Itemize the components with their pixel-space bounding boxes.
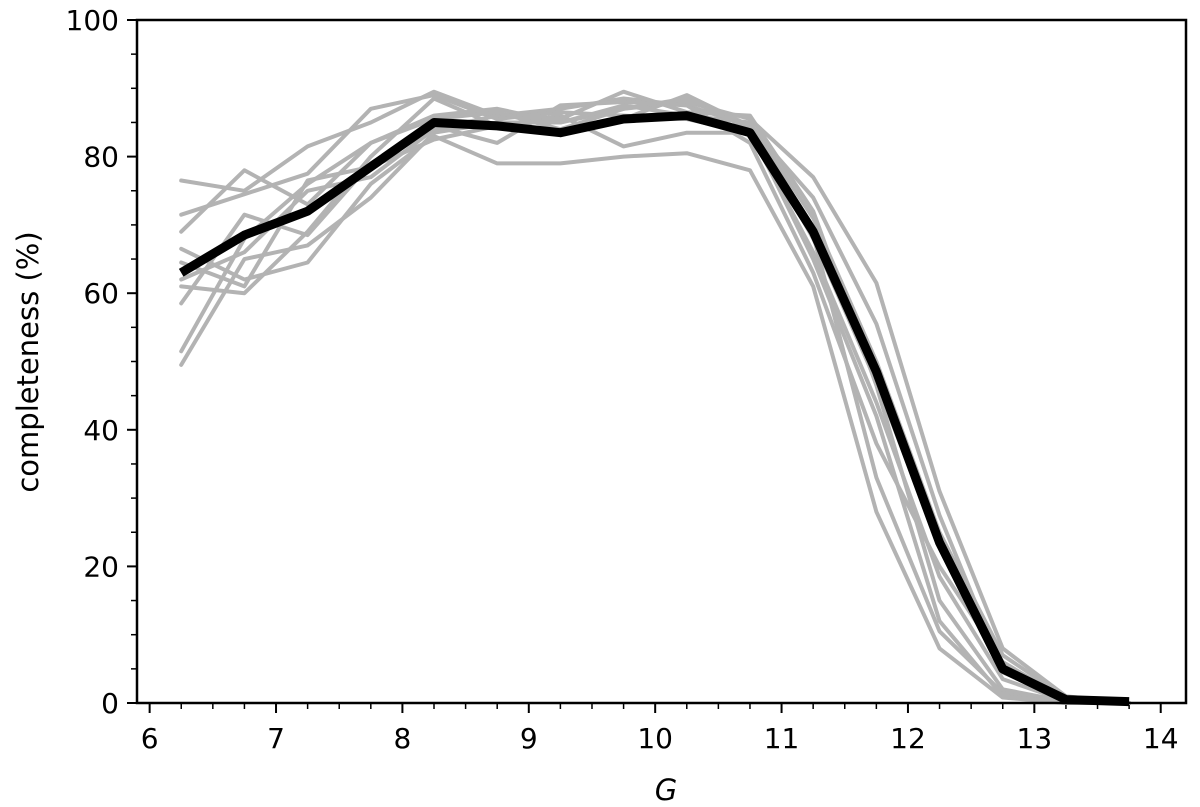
series-line [179,113,1132,705]
x-tick-label: 8 [393,722,411,755]
major-ticks [127,19,1162,713]
y-tick-label: 60 [83,277,119,310]
series-line [179,100,1132,705]
x-tick-label: 13 [1017,722,1053,755]
y-axis-label: completeness (%) [11,231,45,492]
y-tick-label: 100 [66,4,119,37]
y-tick-label: 20 [83,550,119,583]
mean-line [178,111,1130,707]
x-tick-label: 6 [141,722,159,755]
x-tick-label: 9 [520,722,538,755]
y-tick-label: 40 [83,414,119,447]
mean-line-group [178,111,1130,707]
y-tick-label: 0 [101,687,119,720]
series-line [179,103,1132,705]
x-tick-labels: 6 7 8 9 10 11 12 13 14 [141,722,1179,755]
x-tick-label: 11 [764,722,800,755]
x-tick-label: 10 [637,722,673,755]
x-tick-label: 7 [267,722,285,755]
plot-frame [135,18,1188,705]
y-tick-labels: 0 20 40 60 80 100 [66,4,119,720]
series-lines [179,89,1132,705]
x-axis-label: G [655,773,677,807]
series-line [179,134,1132,705]
x-tick-label: 14 [1143,722,1179,755]
x-tick-label: 12 [890,722,926,755]
y-tick-label: 80 [83,141,119,174]
